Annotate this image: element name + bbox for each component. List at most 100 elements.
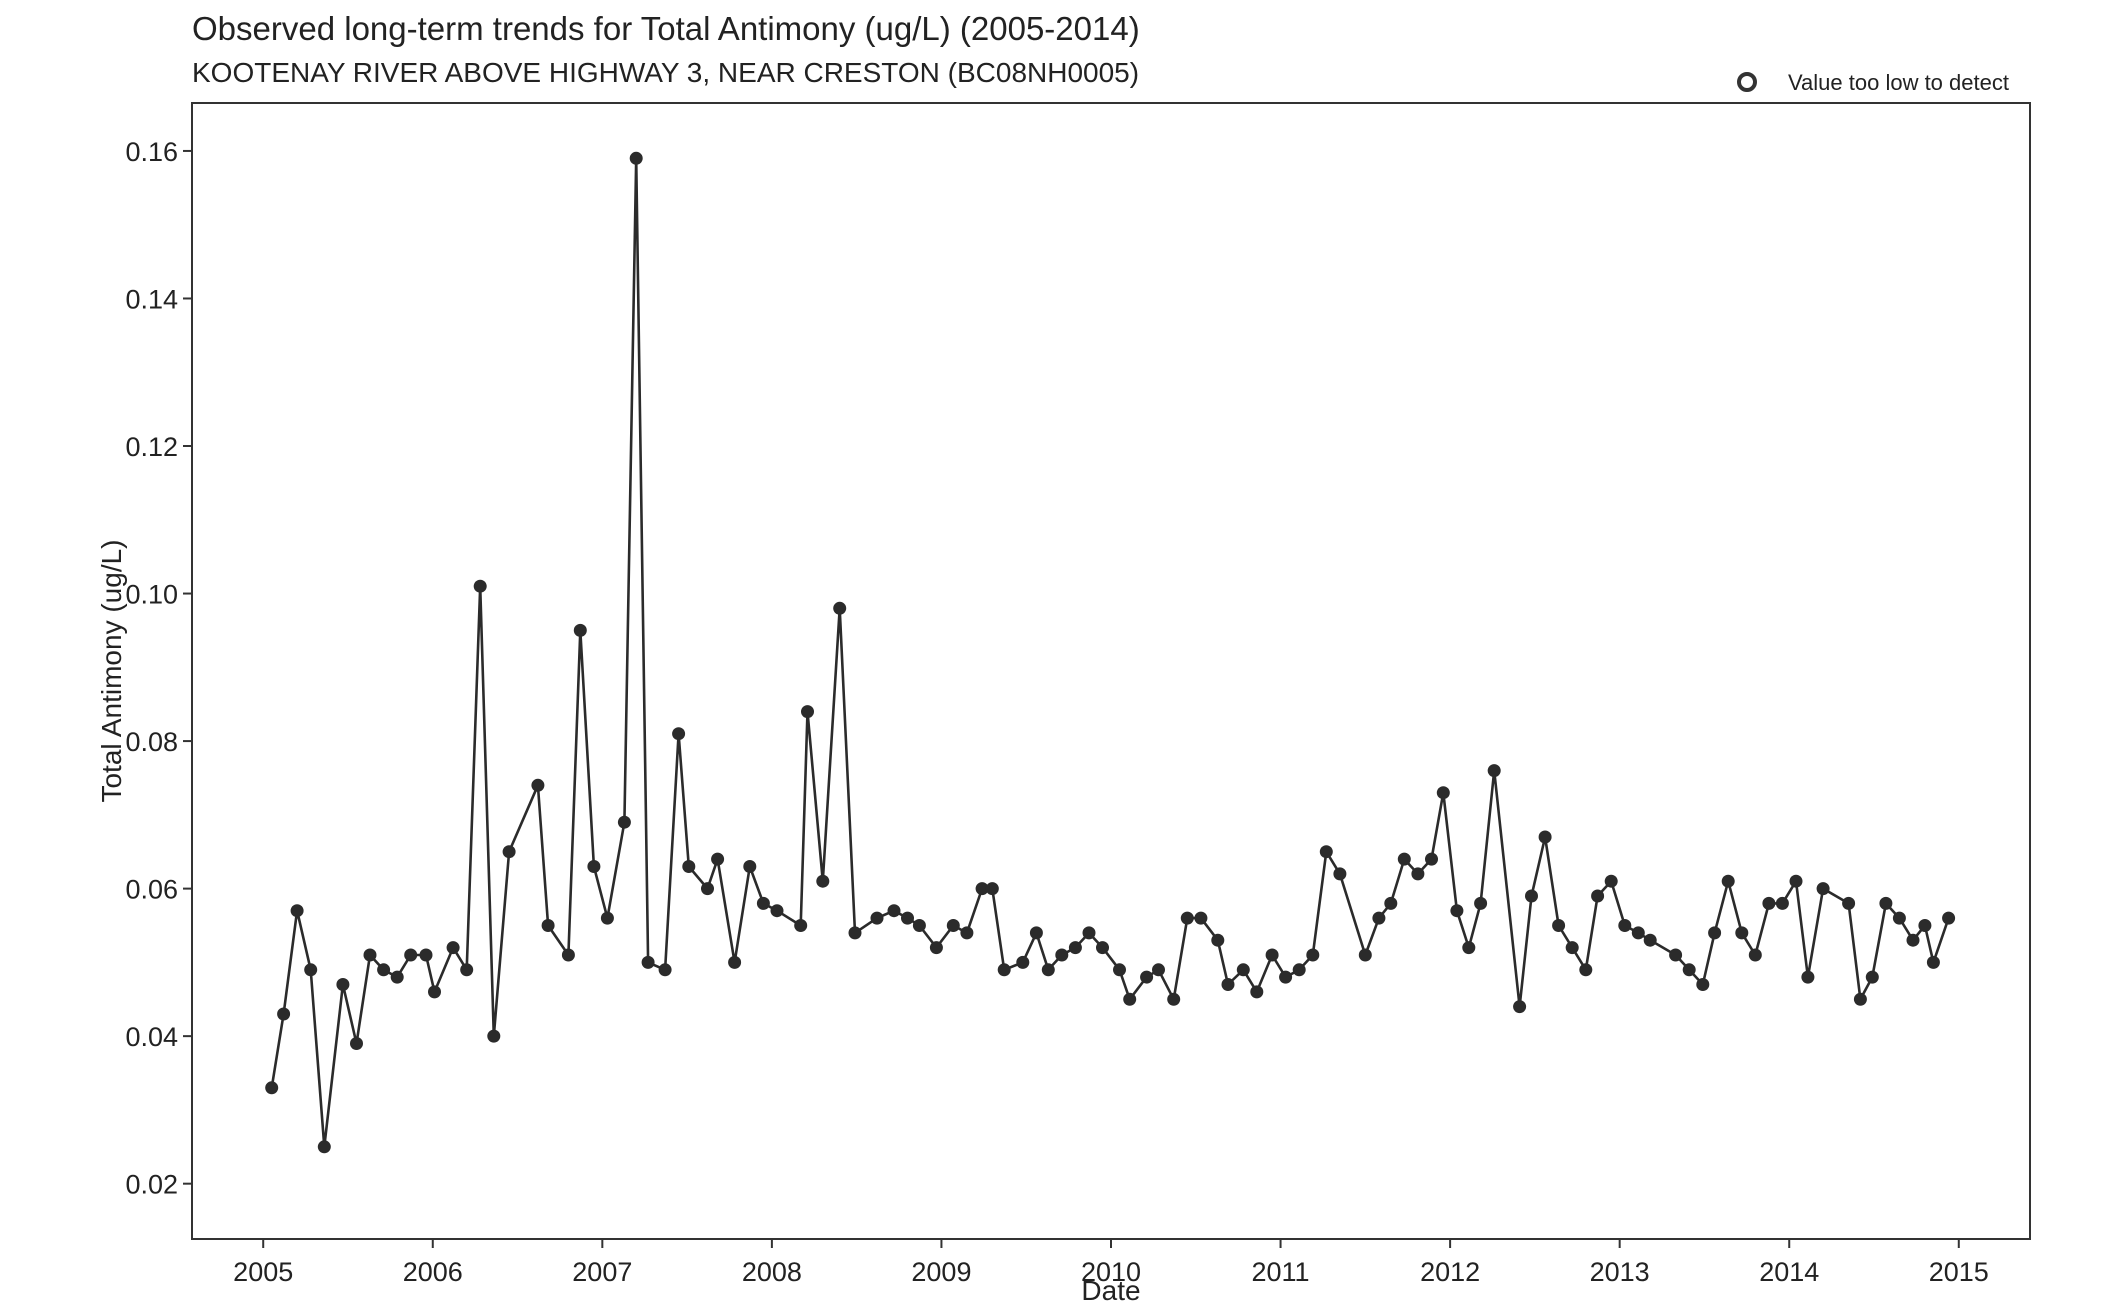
data-point [1842,896,1856,910]
data-point [317,1140,331,1154]
data-point [1762,896,1776,910]
data-point [1721,874,1735,888]
legend: Value too low to detect [1737,70,2009,95]
y-tick-label: 0.02 [125,1170,178,1200]
data-point [600,911,614,925]
data-point [794,919,808,932]
data-point [1525,889,1538,903]
data-point [277,1007,291,1021]
data-point [1152,963,1165,977]
data-point [1735,926,1749,940]
data-point [561,948,575,962]
y-tick-label: 0.14 [125,284,178,314]
data-point [682,860,696,873]
series-line [270,157,1950,1149]
data-point [1194,911,1208,925]
data-point [290,904,304,918]
data-point [756,896,770,910]
data-point [1250,985,1264,999]
data-point [1643,933,1657,947]
chart-title: Observed long-term trends for Total Anti… [192,10,1140,47]
data-point [887,904,901,918]
y-tick-label: 0.06 [125,875,178,905]
data-point [1425,852,1438,866]
data-point [1333,867,1347,881]
data-point [901,911,914,925]
data-point [1384,896,1398,910]
data-point [929,941,943,955]
data-point [1236,963,1250,977]
y-tick-label: 0.16 [125,137,178,167]
data-point [975,882,989,896]
data-point [960,926,974,940]
data-point [446,941,460,955]
x-tick-label: 2013 [1590,1257,1650,1287]
data-point [390,970,404,984]
y-axis-title: Total Antimony (ug/L) [96,539,127,802]
y-tick-label: 0.12 [125,432,178,462]
data-point [1853,992,1867,1006]
data-point [1055,948,1069,962]
x-tick-label: 2009 [911,1257,971,1287]
data-point [658,963,672,977]
data-point [1789,874,1803,888]
data-point [946,919,960,932]
data-point [1669,948,1683,962]
data-point [304,963,318,977]
data-point [265,1081,279,1095]
data-point [1358,948,1372,962]
x-tick-label: 2015 [1929,1257,1989,1287]
data-point [1926,955,1940,969]
data-point [1016,955,1030,969]
data-point [1113,963,1126,977]
data-point [460,963,474,977]
data-point [1565,941,1579,955]
data-point [912,919,926,932]
data-point [1397,852,1411,866]
data-point [531,778,545,792]
data-point [1552,919,1566,932]
data-point [816,874,830,888]
data-point [1618,919,1632,932]
data-point [1708,926,1722,940]
data-point [1096,941,1109,955]
data-point [1180,911,1194,925]
data-point [404,948,418,962]
x-tick-label: 2006 [403,1257,463,1287]
legend-label: Value too low to detect [1788,70,2009,95]
data-point [573,623,587,637]
x-tick-label: 2012 [1420,1257,1480,1287]
data-point [1631,926,1645,940]
x-axis-title: Date [1081,1275,1140,1306]
data-point [1462,941,1476,955]
data-point [1292,963,1306,977]
data-point [1306,948,1320,962]
data-point [870,911,884,925]
data-point [1265,948,1279,962]
x-tick-label: 2010 [1081,1257,1141,1287]
data-point [1942,911,1956,925]
data-point [1474,896,1488,910]
data-point [1041,963,1055,977]
data-point [1591,889,1605,903]
data-point [672,727,686,741]
data-point [1211,933,1225,947]
data-point [1221,978,1235,991]
data-point [1682,963,1696,977]
data-point [587,860,601,873]
x-tick-label: 2008 [742,1257,802,1287]
data-point [1082,926,1096,940]
data-point [1748,948,1762,962]
data-point [770,904,784,918]
data-point [428,985,441,999]
data-point [1775,896,1789,910]
data-point [617,815,631,829]
data-point [1865,970,1879,984]
x-tick-label: 2007 [572,1257,632,1287]
x-tick-label: 2011 [1252,1257,1310,1287]
data-point [728,955,742,969]
legend-open-circle-marker [1737,72,1757,92]
data-point [1579,963,1593,977]
x-tick-label: 2005 [233,1257,293,1287]
